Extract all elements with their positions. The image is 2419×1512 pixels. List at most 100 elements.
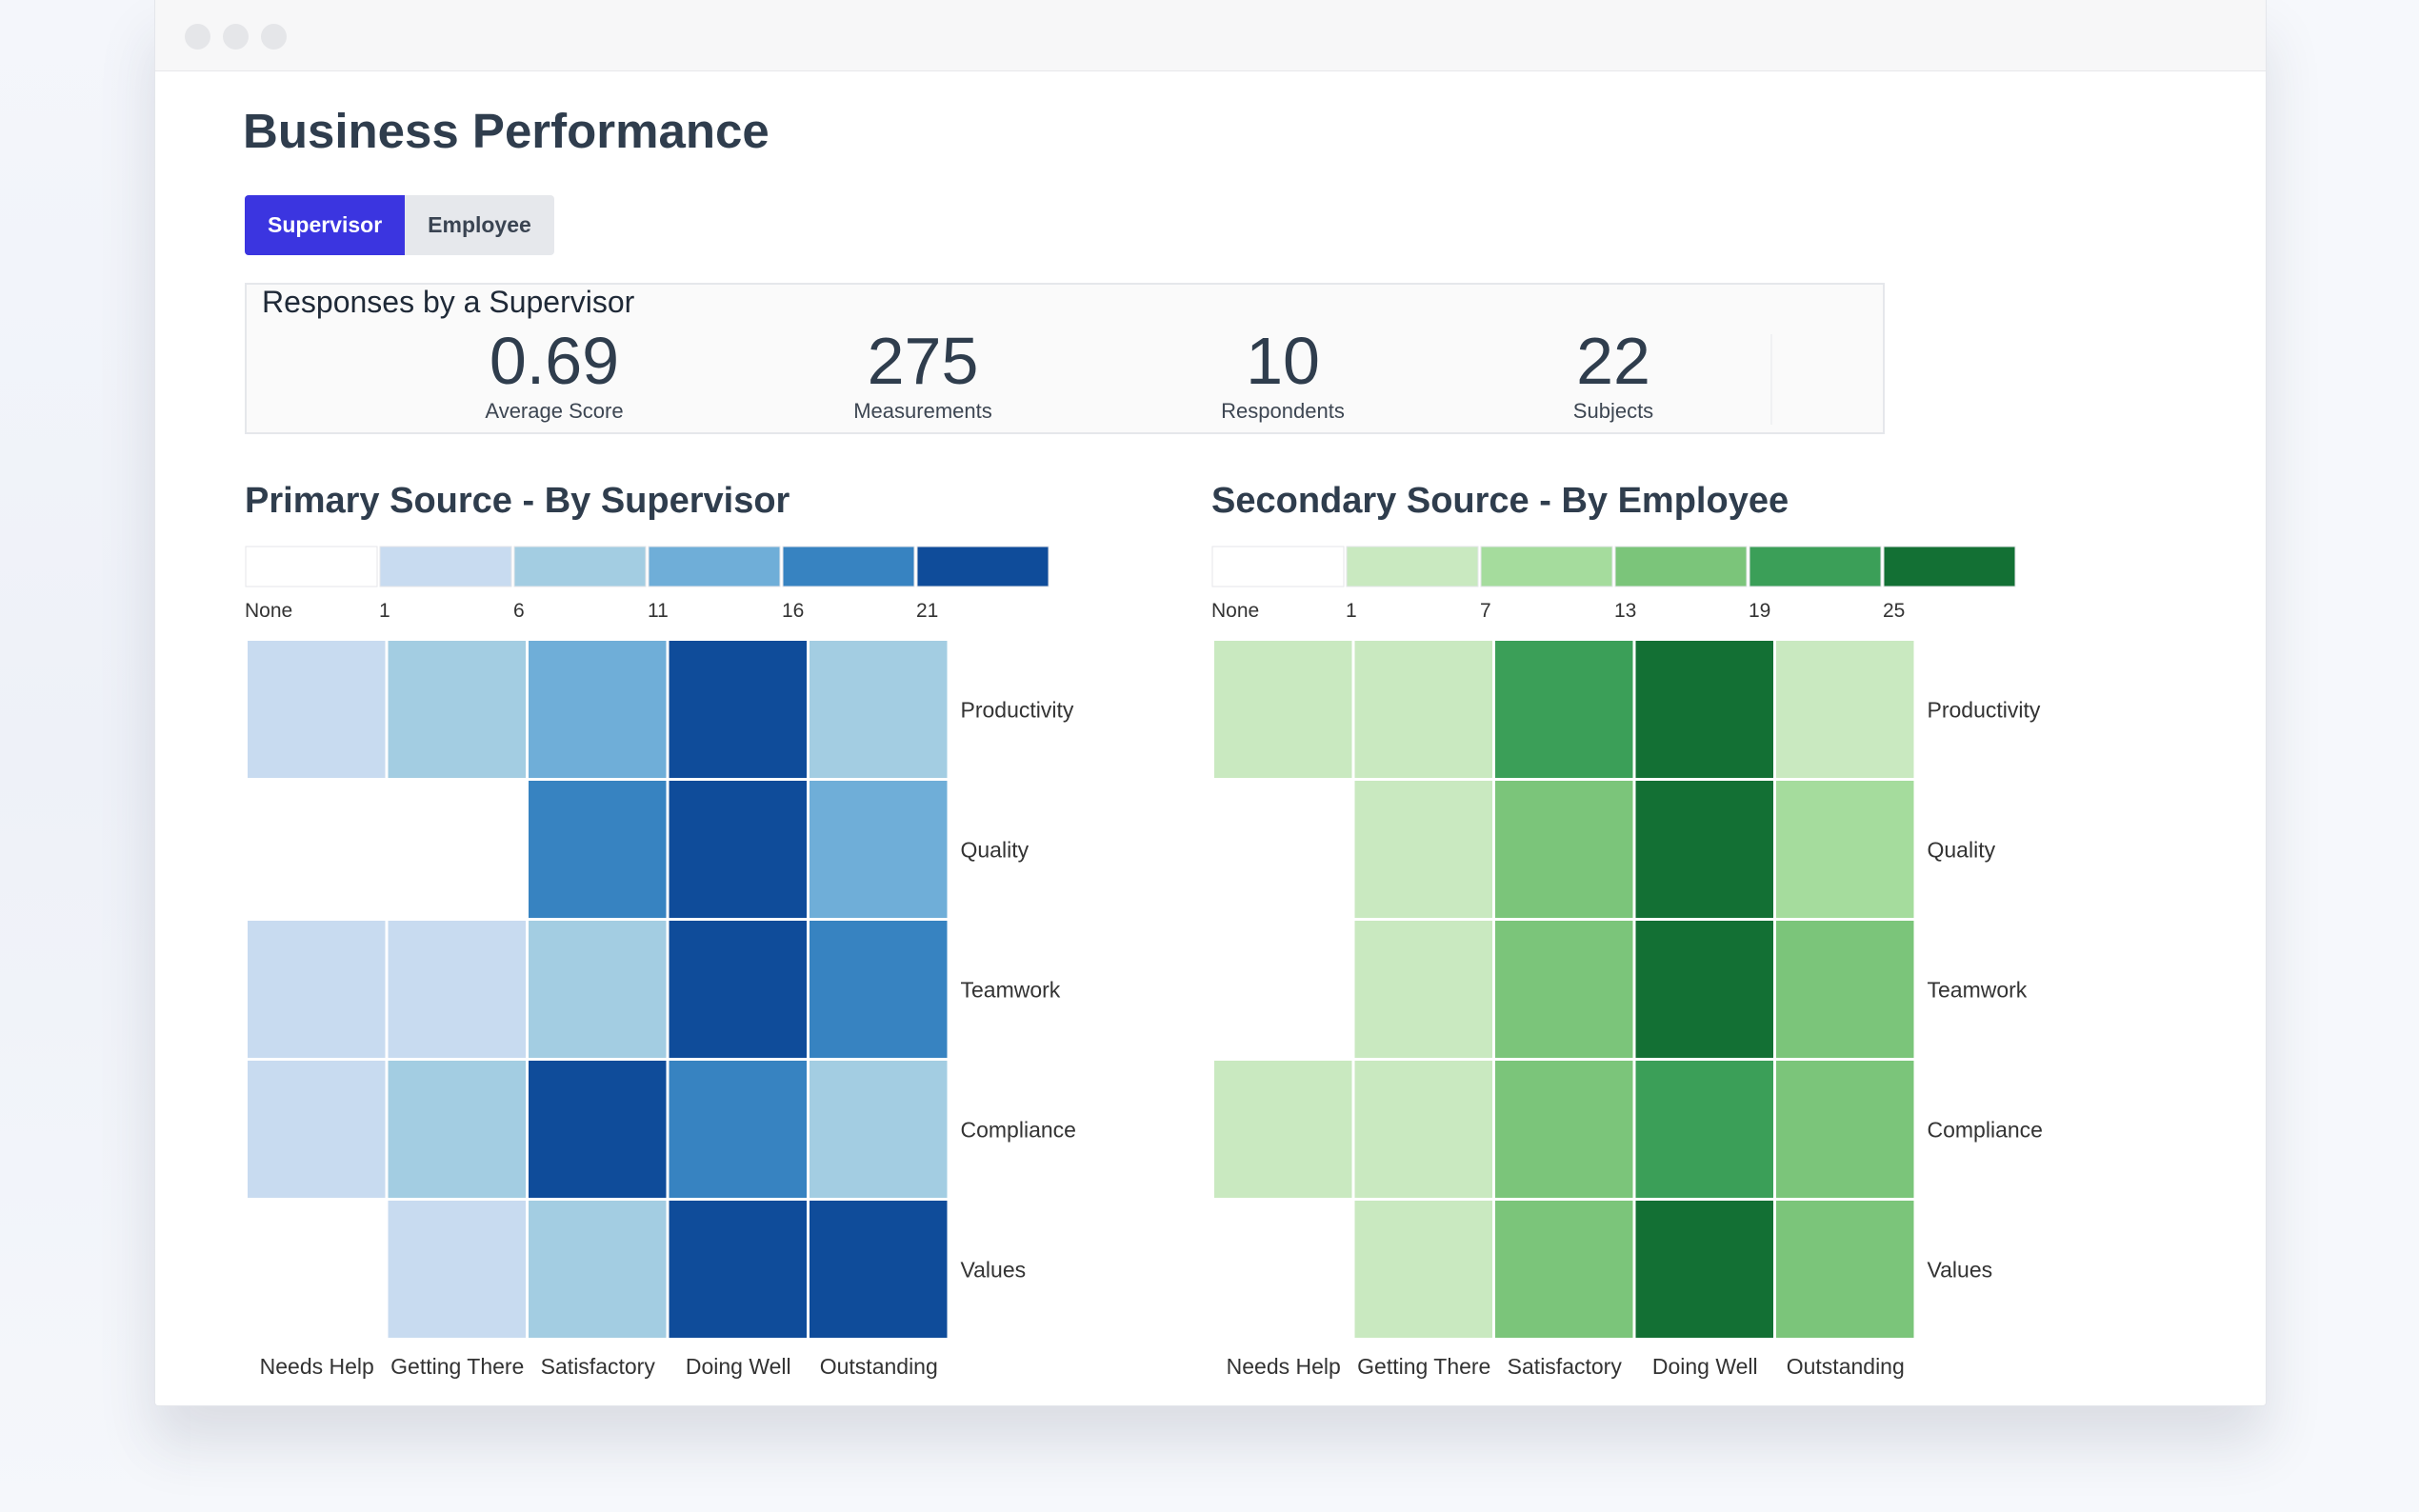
heatmap-cell	[810, 1061, 948, 1198]
legend-label: 1	[379, 600, 390, 622]
heatmap-cell	[1354, 1201, 1492, 1338]
tab-employee[interactable]: Employee	[405, 195, 554, 255]
stat-respondents: 10 Respondents	[1159, 325, 1407, 424]
column-label: Satisfactory	[1508, 1354, 1623, 1379]
window-minimize-dot[interactable]	[223, 24, 249, 50]
column-label: Needs Help	[1227, 1354, 1341, 1379]
row-label: Quality	[961, 838, 1030, 863]
heatmap-cell	[529, 781, 667, 918]
heatmap-cell	[1214, 1061, 1352, 1198]
legend-label: 13	[1614, 600, 1636, 622]
heatmap-cell	[1635, 921, 1773, 1058]
legend-swatch	[1614, 546, 1748, 587]
stat-value: 275	[867, 324, 979, 398]
window-close-dot[interactable]	[185, 24, 210, 50]
stat-label: Respondents	[1221, 399, 1345, 423]
page-title: Business Performance	[243, 104, 770, 158]
primary-heatmap: None 1 6 11 16 21ProductivityQualityTeamworkC…	[245, 546, 1076, 1379]
heatmap-cell	[1776, 921, 1914, 1058]
heatmap-cell	[1495, 641, 1633, 778]
heatmap-cell	[810, 921, 948, 1058]
heatmap-cell	[1635, 1061, 1773, 1198]
row-label: Quality	[1928, 838, 1996, 863]
heatmap-cell	[388, 921, 526, 1058]
row-label: Compliance	[961, 1118, 1076, 1143]
row-label: Teamwork	[961, 978, 1061, 1003]
column-label: Doing Well	[686, 1354, 791, 1379]
legend-swatch	[648, 546, 781, 587]
heatmap-cell	[1776, 641, 1914, 778]
column-label: Doing Well	[1652, 1354, 1758, 1379]
heatmap-cell	[248, 1201, 386, 1338]
heatmap-cell	[1214, 781, 1352, 918]
summary-card: Responses by a Supervisor 0.69 Average S…	[245, 283, 1885, 434]
primary-chart-title: Primary Source - By Supervisor	[245, 481, 790, 521]
legend-label: 16	[782, 600, 804, 622]
stat-value: 0.69	[489, 324, 620, 398]
stat-label: Measurements	[853, 399, 992, 423]
stat-subjects: 22 Subjects	[1489, 325, 1737, 424]
legend-label: 1	[1346, 600, 1357, 622]
browser-window: Business Performance Supervisor Employee…	[154, 0, 2267, 1406]
stats-divider	[1770, 334, 1772, 425]
tab-supervisor[interactable]: Supervisor	[245, 195, 406, 255]
legend-swatch	[245, 546, 378, 587]
heatmap-cell	[388, 781, 526, 918]
heatmap-cell	[248, 921, 386, 1058]
row-label: Productivity	[961, 698, 1074, 723]
heatmap-cell	[669, 641, 807, 778]
row-label: Values	[961, 1258, 1027, 1283]
stat-measurements: 275 Measurements	[799, 325, 1047, 424]
heatmap-cell	[1635, 641, 1773, 778]
heatmap-cell	[810, 781, 948, 918]
heatmap-cell	[388, 641, 526, 778]
heatmap-cell	[388, 1201, 526, 1338]
column-label: Getting There	[1357, 1354, 1490, 1379]
heatmap-cell	[810, 1201, 948, 1338]
row-label: Compliance	[1928, 1118, 2043, 1143]
heatmap-cell	[1354, 1061, 1492, 1198]
column-label: Outstanding	[1787, 1354, 1905, 1379]
secondary-chart-title: Secondary Source - By Employee	[1211, 481, 1789, 521]
heatmap-cell	[1495, 1201, 1633, 1338]
legend-swatch	[1211, 546, 1345, 587]
heatmap-cell	[1354, 641, 1492, 778]
row-label: Productivity	[1928, 698, 2041, 723]
legend-label: 21	[916, 600, 938, 622]
heatmap-cell	[529, 641, 667, 778]
stat-value: 10	[1246, 324, 1320, 398]
legend-label: None	[1211, 600, 1259, 622]
heatmap-cell	[388, 1061, 526, 1198]
heatmap-cell	[1354, 921, 1492, 1058]
heatmap-cell	[1776, 781, 1914, 918]
heatmap-cell	[529, 1201, 667, 1338]
legend-label: 25	[1883, 600, 1905, 622]
stat-label: Average Score	[485, 399, 624, 423]
column-label: Getting There	[390, 1354, 524, 1379]
heatmap-cell	[1214, 921, 1352, 1058]
row-label: Teamwork	[1928, 978, 2028, 1003]
summary-title: Responses by a Supervisor	[262, 285, 635, 319]
heatmap-cell	[1495, 781, 1633, 918]
legend-label: 11	[648, 600, 669, 622]
row-label: Values	[1928, 1258, 1993, 1283]
heatmap-cell	[669, 781, 807, 918]
stat-label: Subjects	[1572, 399, 1654, 423]
heatmap-cell	[1635, 1201, 1773, 1338]
legend-swatch	[916, 546, 1050, 587]
legend-swatch	[1480, 546, 1613, 587]
heatmap-cell	[669, 921, 807, 1058]
window-maximize-dot[interactable]	[261, 24, 287, 50]
secondary-heatmap: None 1 7 13 19 25 Productivity Quality Teamwork C…	[1211, 546, 2043, 1379]
stat-value: 22	[1576, 324, 1650, 398]
heatmap-cell	[248, 781, 386, 918]
heatmap-cell	[669, 1201, 807, 1338]
heatmap-cell	[1214, 1201, 1352, 1338]
column-label: Needs Help	[260, 1354, 374, 1379]
heatmap-cell	[248, 641, 386, 778]
heatmap-cell	[1495, 1061, 1633, 1198]
legend-label: 6	[513, 600, 525, 622]
legend-swatch	[379, 546, 512, 587]
heatmap-cell	[1635, 781, 1773, 918]
column-label: Satisfactory	[541, 1354, 656, 1379]
